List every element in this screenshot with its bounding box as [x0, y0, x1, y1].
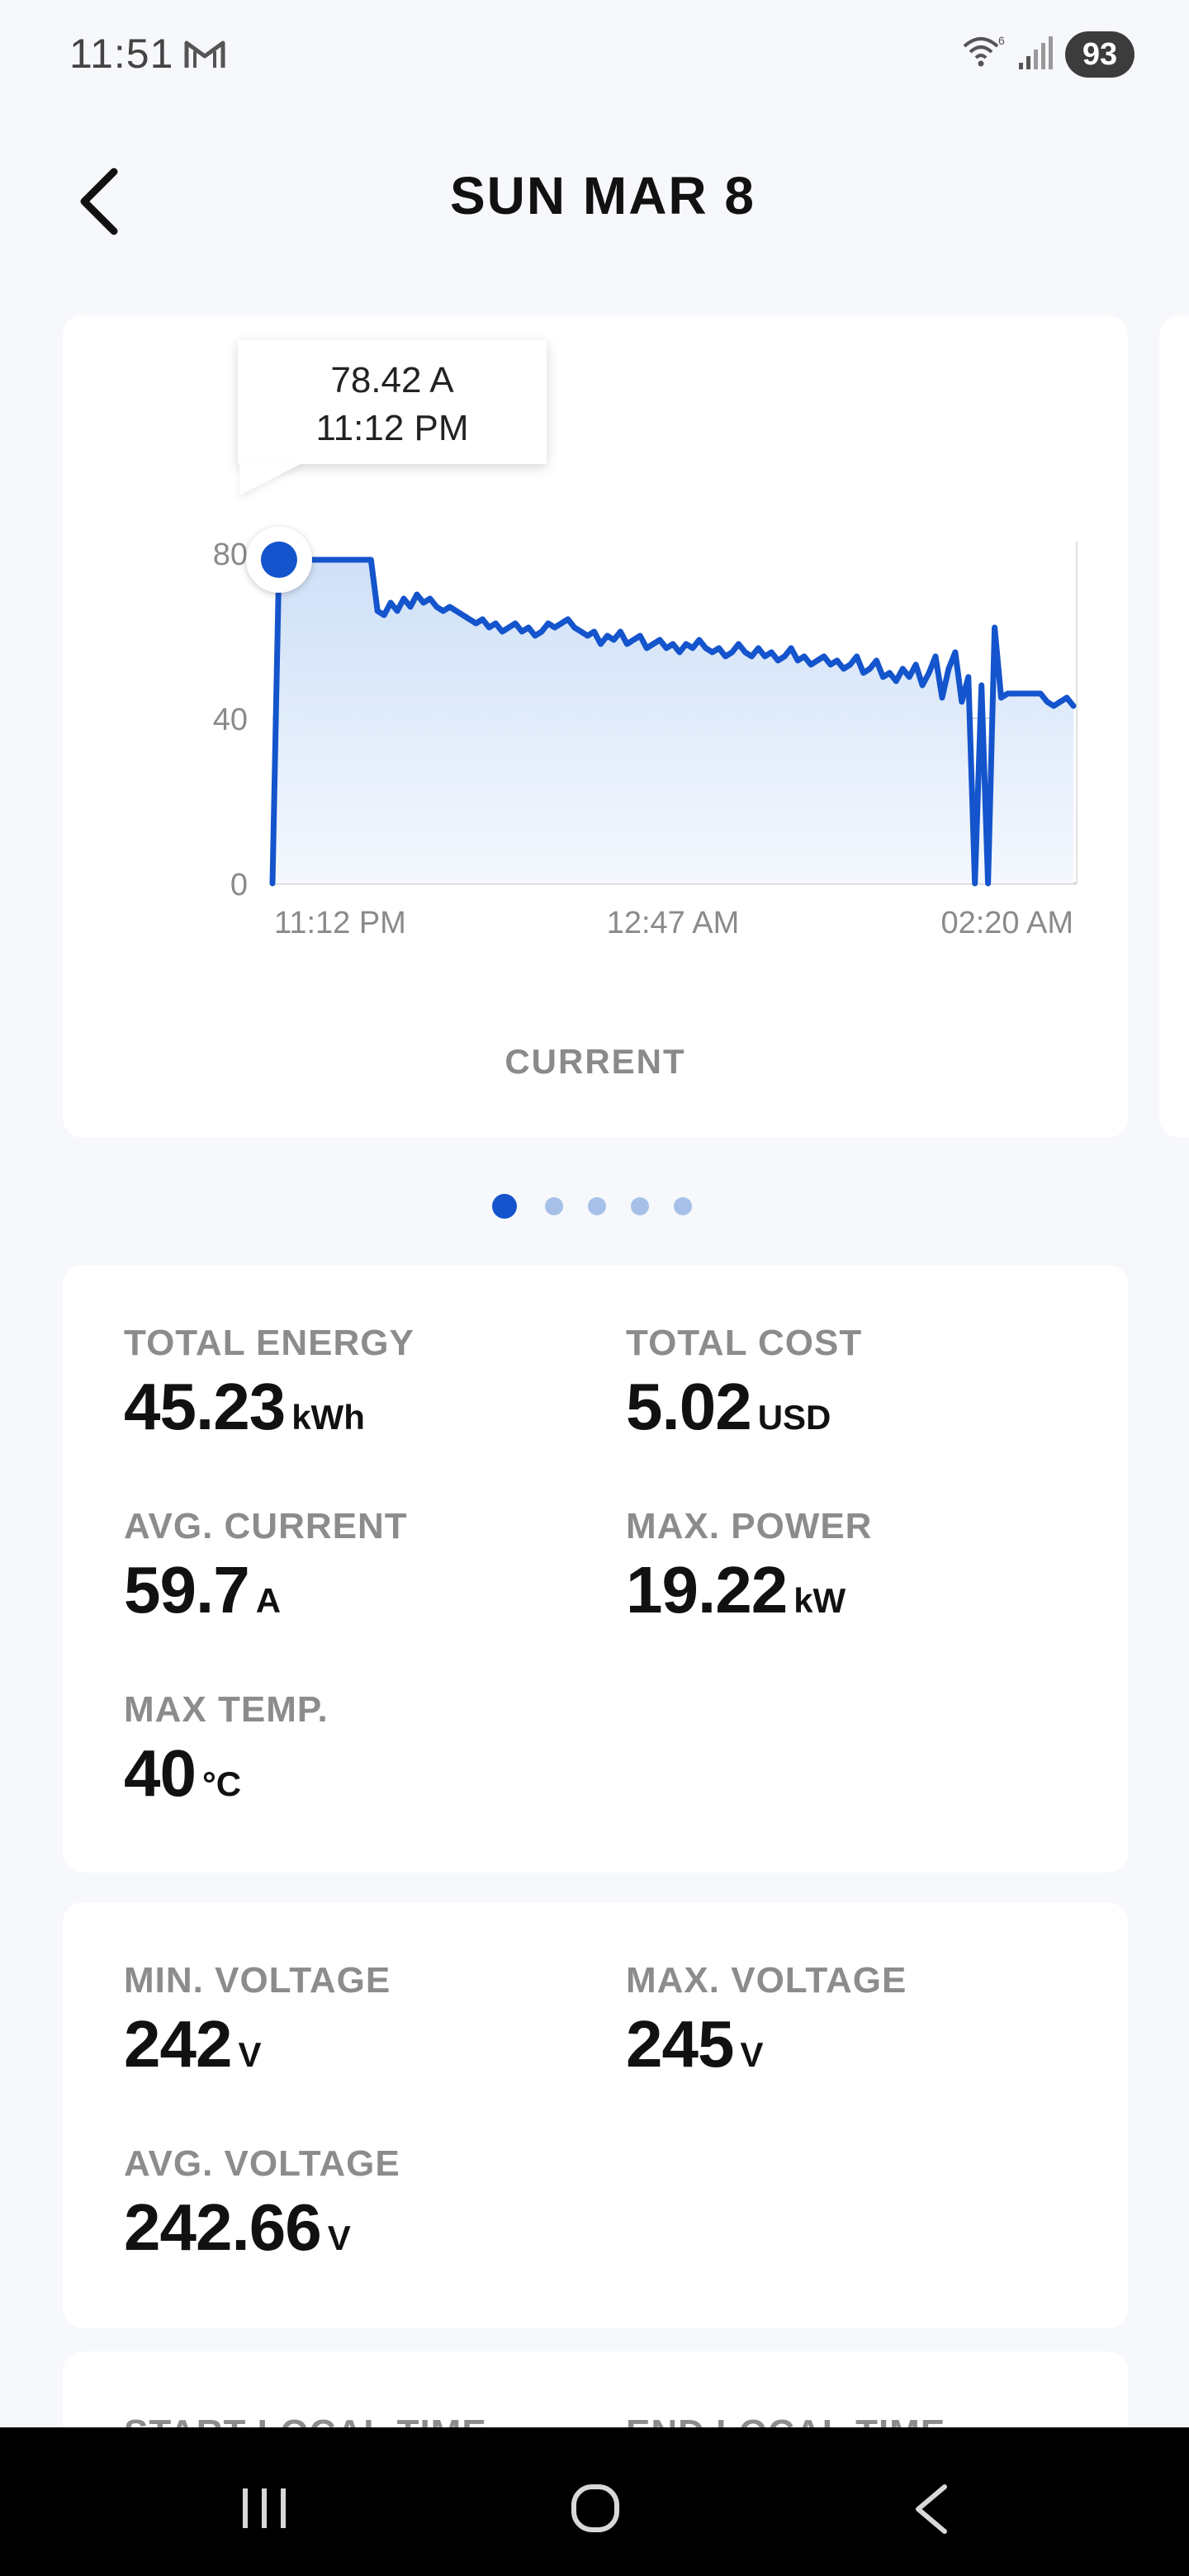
max-power-label: MAX. POWER	[626, 1506, 873, 1546]
pager-dot-4[interactable]	[631, 1197, 649, 1215]
wifi-6-icon: 6	[963, 34, 1005, 67]
avg-voltage-unit: V	[327, 2218, 351, 2257]
avg-voltage-stat: AVG. VOLTAGE 242.66 V	[124, 2143, 400, 2266]
min-voltage-stat: MIN. VOLTAGE 242 V	[124, 1960, 391, 2082]
y-tick-label-40: 40	[213, 703, 248, 737]
back-icon[interactable]	[912, 2482, 950, 2536]
highlight-point[interactable]	[260, 541, 297, 578]
max-power-unit: kW	[793, 1581, 846, 1620]
avg-current-label: AVG. CURRENT	[124, 1506, 408, 1546]
next-chart-card-peek[interactable]	[1159, 315, 1189, 1138]
back-button[interactable]	[69, 162, 135, 241]
total-energy-label: TOTAL ENERGY	[124, 1323, 414, 1363]
chart-tooltip: 78.42 A 11:12 PM	[238, 340, 547, 464]
current-line-chart[interactable]: 0 40 80 11:12 PM 12:47 AM 02:20 AM	[165, 520, 1090, 949]
y-tick-label-0: 0	[230, 868, 248, 902]
battery-level-badge: 93	[1065, 31, 1135, 78]
tooltip-time: 11:12 PM	[315, 408, 469, 448]
x-tick-label-1: 11:12 PM	[274, 906, 406, 940]
max-voltage-value: 245	[626, 2007, 734, 2081]
max-temp-unit: °C	[201, 1764, 242, 1803]
avg-voltage-value: 242.66	[124, 2190, 322, 2264]
min-voltage-value: 242	[124, 2007, 232, 2081]
y-tick-label-80: 80	[213, 537, 248, 572]
total-energy-stat: TOTAL ENERGY 45.23 kWh	[124, 1323, 414, 1445]
total-cost-unit: USD	[757, 1398, 831, 1437]
pager-dot-1[interactable]	[492, 1194, 517, 1219]
home-icon[interactable]	[570, 2480, 621, 2536]
tooltip-pointer	[239, 462, 304, 495]
avg-current-unit: A	[255, 1581, 282, 1620]
total-cost-value: 5.02	[626, 1370, 752, 1443]
page-title: SUN MAR 8	[449, 166, 756, 225]
system-nav-bar	[0, 2427, 1189, 2576]
avg-voltage-label: AVG. VOLTAGE	[124, 2143, 400, 2184]
max-temp-label: MAX TEMP.	[124, 1689, 329, 1730]
pager-dot-2[interactable]	[545, 1197, 563, 1215]
max-voltage-stat: MAX. VOLTAGE 245 V	[626, 1960, 907, 2082]
status-bar: 11:51 6 93	[0, 0, 1189, 107]
x-tick-label-2: 12:47 AM	[607, 906, 740, 940]
recents-icon[interactable]	[238, 2485, 291, 2531]
voltage-stats-card: MIN. VOLTAGE 242 V MAX. VOLTAGE 245 V AVG.…	[63, 1902, 1128, 2328]
current-area-fill	[272, 560, 1073, 883]
avg-current-value: 59.7	[124, 1553, 250, 1627]
session-stats-card: TOTAL ENERGY 45.23 kWh TOTAL COST 5.02 USD…	[63, 1265, 1128, 1873]
max-temp-value: 40	[124, 1736, 197, 1810]
x-tick-label-3: 02:20 AM	[940, 906, 1073, 940]
signal-icon	[1019, 36, 1053, 69]
min-voltage-label: MIN. VOLTAGE	[124, 1960, 391, 2001]
max-power-value: 19.22	[626, 1553, 788, 1627]
total-cost-stat: TOTAL COST 5.02 USD	[626, 1323, 862, 1445]
max-voltage-label: MAX. VOLTAGE	[626, 1960, 907, 2001]
chart-metric-label: CURRENT	[504, 1042, 686, 1081]
pager-dot-3[interactable]	[588, 1197, 606, 1215]
max-power-stat: MAX. POWER 19.22 kW	[626, 1506, 872, 1628]
total-cost-label: TOTAL COST	[626, 1323, 863, 1363]
total-energy-value: 45.23	[124, 1370, 286, 1443]
min-voltage-unit: V	[238, 2035, 262, 2074]
tooltip-value: 78.42 A	[330, 360, 454, 400]
chevron-left-icon	[80, 168, 118, 235]
pager-dot-5[interactable]	[674, 1197, 692, 1215]
svg-text:6: 6	[998, 34, 1005, 47]
gmail-icon	[184, 40, 225, 68]
status-time: 11:51	[69, 31, 174, 77]
total-energy-unit: kWh	[291, 1398, 365, 1437]
max-voltage-unit: V	[740, 2035, 764, 2074]
max-temp-stat: MAX TEMP. 40 °C	[124, 1689, 329, 1811]
current-series-line	[269, 556, 1077, 887]
avg-current-stat: AVG. CURRENT 59.7 A	[124, 1506, 408, 1628]
